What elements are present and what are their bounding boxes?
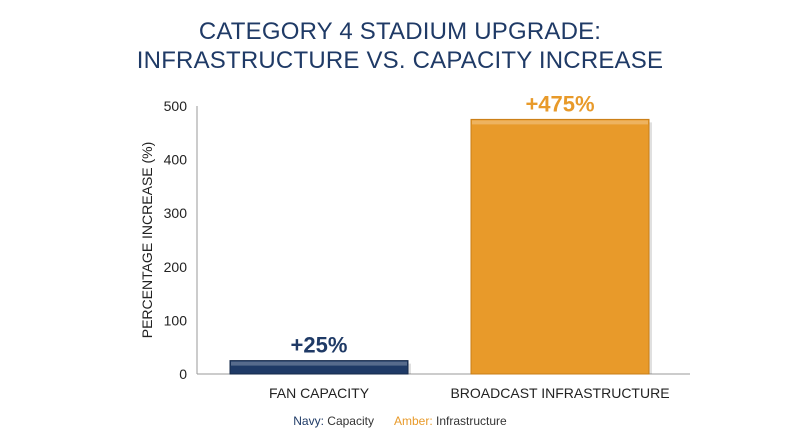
bar-highlight	[472, 120, 648, 125]
bar-data-label: +25%	[291, 333, 348, 358]
legend-amber-label: Infrastructure	[436, 414, 507, 428]
bar-data-label: +475%	[525, 91, 594, 116]
legend: Navy: Capacity Amber: Infrastructure	[0, 414, 800, 428]
bar-highlight	[231, 361, 407, 366]
y-tick-label: 200	[164, 259, 188, 275]
y-tick-label: 0	[179, 366, 187, 382]
y-tick-label: 400	[164, 152, 188, 168]
y-tick-label: 500	[164, 98, 188, 114]
bar	[470, 118, 650, 375]
bar	[229, 360, 409, 375]
x-category-label: FAN CAPACITY	[269, 385, 370, 401]
y-tick-label: 300	[164, 205, 188, 221]
x-category-label: BROADCAST INFRASTRUCTURE	[450, 385, 669, 401]
chart-title-line-1: CATEGORY 4 STADIUM UPGRADE:	[198, 18, 602, 45]
legend-navy-label: Capacity	[327, 414, 374, 428]
y-tick-label: 100	[164, 312, 188, 328]
legend-amber-key: Amber:	[394, 414, 433, 428]
chart-title-line-2: INFRASTRUCTURE VS. CAPACITY INCREASE	[136, 47, 664, 74]
legend-navy-key: Navy:	[293, 414, 324, 428]
y-axis-label: PERCENTAGE INCREASE (%)	[139, 142, 155, 339]
